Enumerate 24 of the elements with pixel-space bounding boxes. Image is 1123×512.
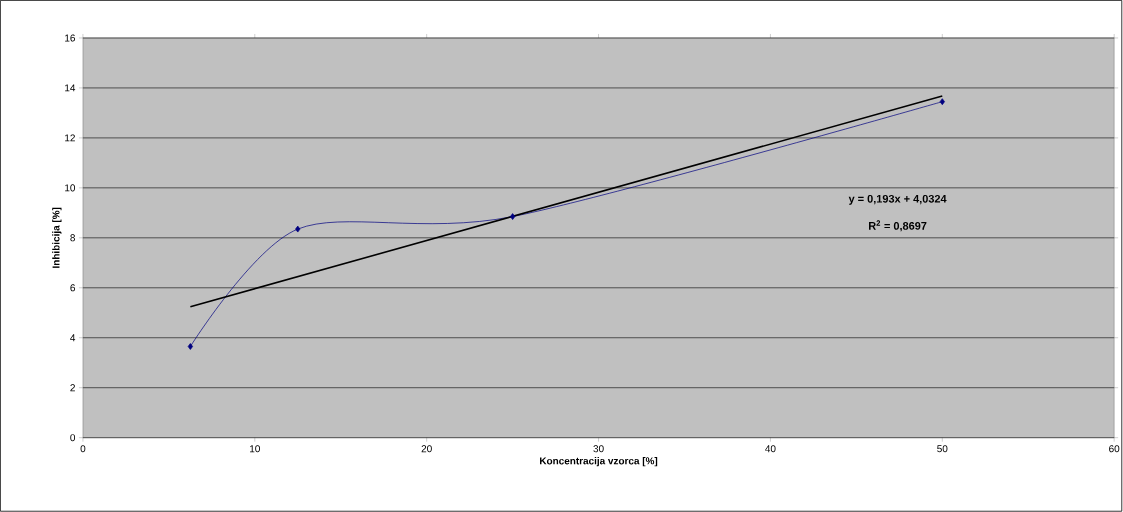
y-tick-label: 4 [70,334,76,342]
x-tick-label: 30 [593,445,604,453]
x-tick-label: 40 [765,445,776,453]
annotation: y = 0,193x + 4,0324 [848,195,947,205]
x-tick-label: 0 [80,445,86,453]
y-axis-title: Inhibicija [%] [52,207,62,269]
y-tick-label: 0 [70,434,76,442]
x-tick-label: 20 [421,445,432,453]
y-tick-label: 6 [70,284,75,292]
annotation: R$^{2}$ = 0,8697 [869,220,927,232]
x-axis-title: Koncentracija vzorca [%] [540,457,658,467]
x-tick-label: 10 [250,445,260,453]
point [510,213,516,221]
y-tick-label: 12 [65,134,75,142]
y-tick-label: 8 [70,234,75,242]
point [187,343,193,351]
y-tick-label: 16 [65,34,75,42]
x-tick-label: 50 [937,445,948,453]
y-tick-label: 14 [65,84,76,92]
y-tick-label: 10 [65,184,76,192]
point [295,225,301,233]
point [939,98,945,106]
y-tick-label: 2 [70,384,75,392]
x-tick-label: 60 [1109,445,1120,453]
